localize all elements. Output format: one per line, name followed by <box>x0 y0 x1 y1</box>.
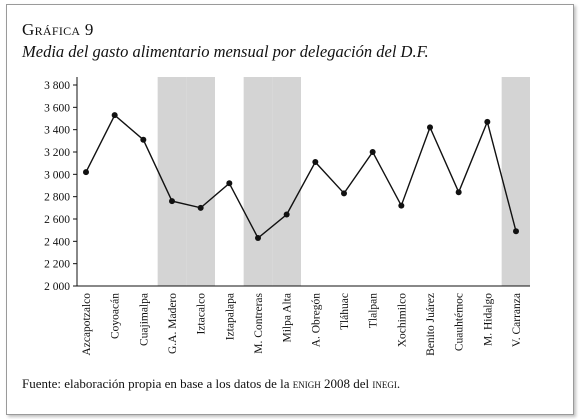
x-tick-label: Cuauhtémoc <box>454 293 466 351</box>
x-tick-label: Cuajimalpa <box>138 293 150 346</box>
data-point <box>427 124 433 131</box>
data-point <box>140 136 147 143</box>
data-point <box>513 228 519 235</box>
data-point <box>312 159 319 166</box>
x-tick-label: A. Obregón <box>310 293 322 348</box>
data-point <box>255 234 261 241</box>
series-line <box>85 114 517 240</box>
x-tick-label: Xochimilco <box>396 293 408 348</box>
x-tick-label: Iztapalapa <box>224 293 236 340</box>
source-end: . <box>396 376 401 391</box>
figure-label: Gráfica 9 <box>22 20 94 39</box>
data-point <box>484 118 491 125</box>
y-tick-label: 2 400 <box>44 236 70 248</box>
source-enigh: enigh <box>292 376 321 391</box>
y-tick-label: 3 200 <box>44 147 70 159</box>
shade-band <box>243 77 273 286</box>
data-point <box>455 189 462 196</box>
source-note: Fuente: elaboración propia en base a los… <box>22 376 400 392</box>
shaded-bands <box>157 77 530 286</box>
data-points <box>83 112 519 241</box>
x-tick-label: Benito Juárez <box>425 293 437 356</box>
y-tick-label: 2 800 <box>44 192 70 204</box>
x-tick-label: V. Carranza <box>511 293 523 347</box>
series-line-layer <box>85 114 517 240</box>
shade-band <box>501 77 530 286</box>
x-axis-labels: Azcapotzalco Coyoacán Cuajimalpa G.A. Mader… <box>81 292 523 355</box>
source-prefix: Fuente: elaboración propia en base a los… <box>22 376 290 391</box>
x-tick-label: M. Hidalgo <box>482 293 494 346</box>
data-point <box>169 198 175 205</box>
data-point <box>197 204 204 211</box>
x-tick-label: G.A. Madero <box>167 293 179 354</box>
data-point <box>398 202 405 209</box>
x-tick-label: M. Contreras <box>253 292 265 353</box>
data-point <box>369 149 376 155</box>
shade-band <box>272 77 301 286</box>
y-tick-label: 2 200 <box>44 259 70 271</box>
y-tick-label: 3 800 <box>44 80 70 92</box>
data-point <box>111 112 118 119</box>
data-point <box>83 169 89 176</box>
y-tick-label: 3 000 <box>44 169 70 181</box>
chart-title: Media del gasto alimentario mensual por … <box>22 42 429 61</box>
x-tick-label: Tlalpan <box>368 293 380 328</box>
data-point <box>226 180 233 187</box>
x-tick-label: Milpa Alta <box>282 293 294 343</box>
x-tick-label: Coyoacán <box>110 293 122 339</box>
data-point <box>341 190 347 197</box>
shade-band <box>186 77 215 286</box>
x-tick-label: Azcapotzalco <box>81 293 93 356</box>
y-tick-label: 3 600 <box>44 102 70 114</box>
x-tick-label: Tláhuac <box>339 293 351 330</box>
y-tick-label: 2 600 <box>44 214 70 226</box>
y-tick-label: 3 400 <box>44 125 70 137</box>
source-mid: 2008 del <box>324 376 370 391</box>
source-inegi: inegi <box>372 376 397 391</box>
shade-band <box>157 77 187 286</box>
x-tick-label: Iztacalco <box>196 293 208 335</box>
y-tick-label: 2 000 <box>44 281 70 293</box>
data-point <box>283 211 290 218</box>
y-axis: 2 000 2 200 2 400 2 600 2 800 3 000 3 200 3 400… <box>44 77 530 293</box>
